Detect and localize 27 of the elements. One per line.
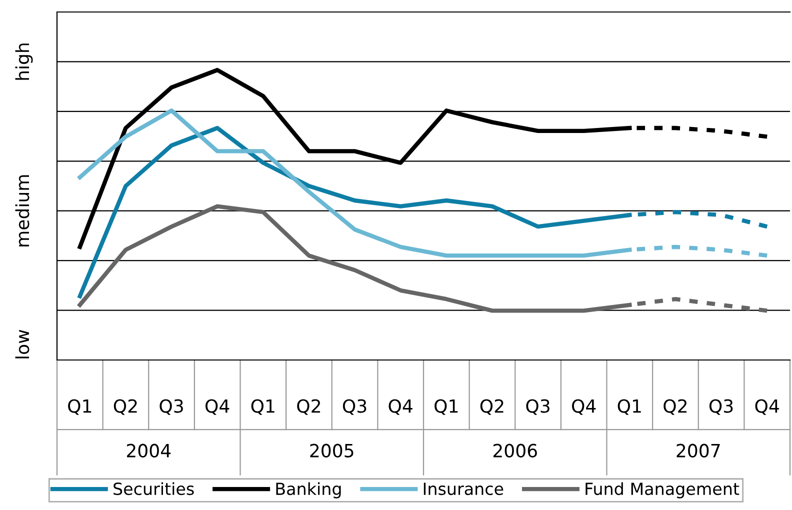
text: 2007 — [676, 444, 720, 458]
x-tick-label: Q3 — [526, 399, 550, 415]
x-tick-label: Q1 — [618, 399, 641, 415]
x-tick-label: Q4 — [388, 399, 412, 415]
x-tick-label: Q1 — [68, 399, 92, 415]
x-tick-label: Q3 — [160, 399, 183, 415]
text: medium — [15, 175, 30, 246]
text: 2006 — [493, 444, 537, 458]
x-tick-label: Q2 — [114, 399, 137, 415]
x-tick-label: Q2 — [664, 399, 687, 415]
x-tick-label: Q1 — [251, 399, 274, 415]
x-tick-label: Q4 — [206, 399, 230, 415]
text: 2005 — [310, 444, 354, 458]
x-tick-label: Q4 — [755, 399, 779, 415]
legend-label: Insurance — [424, 482, 504, 496]
x-tick-label: Q3 — [709, 399, 733, 415]
text: high — [15, 44, 33, 80]
x-tick-label: Q1 — [434, 399, 458, 415]
x-tick-label: Q3 — [342, 399, 366, 415]
x-tick-label: Q2 — [297, 399, 320, 415]
x-tick-label: Q2 — [480, 399, 504, 415]
legend-label: Banking — [276, 482, 341, 498]
legend-label: Securities — [114, 482, 194, 496]
legend-label: Fund Management — [586, 482, 740, 498]
text: low — [15, 330, 30, 358]
x-tick-label: Q4 — [572, 399, 596, 415]
text: 2004 — [126, 444, 171, 458]
